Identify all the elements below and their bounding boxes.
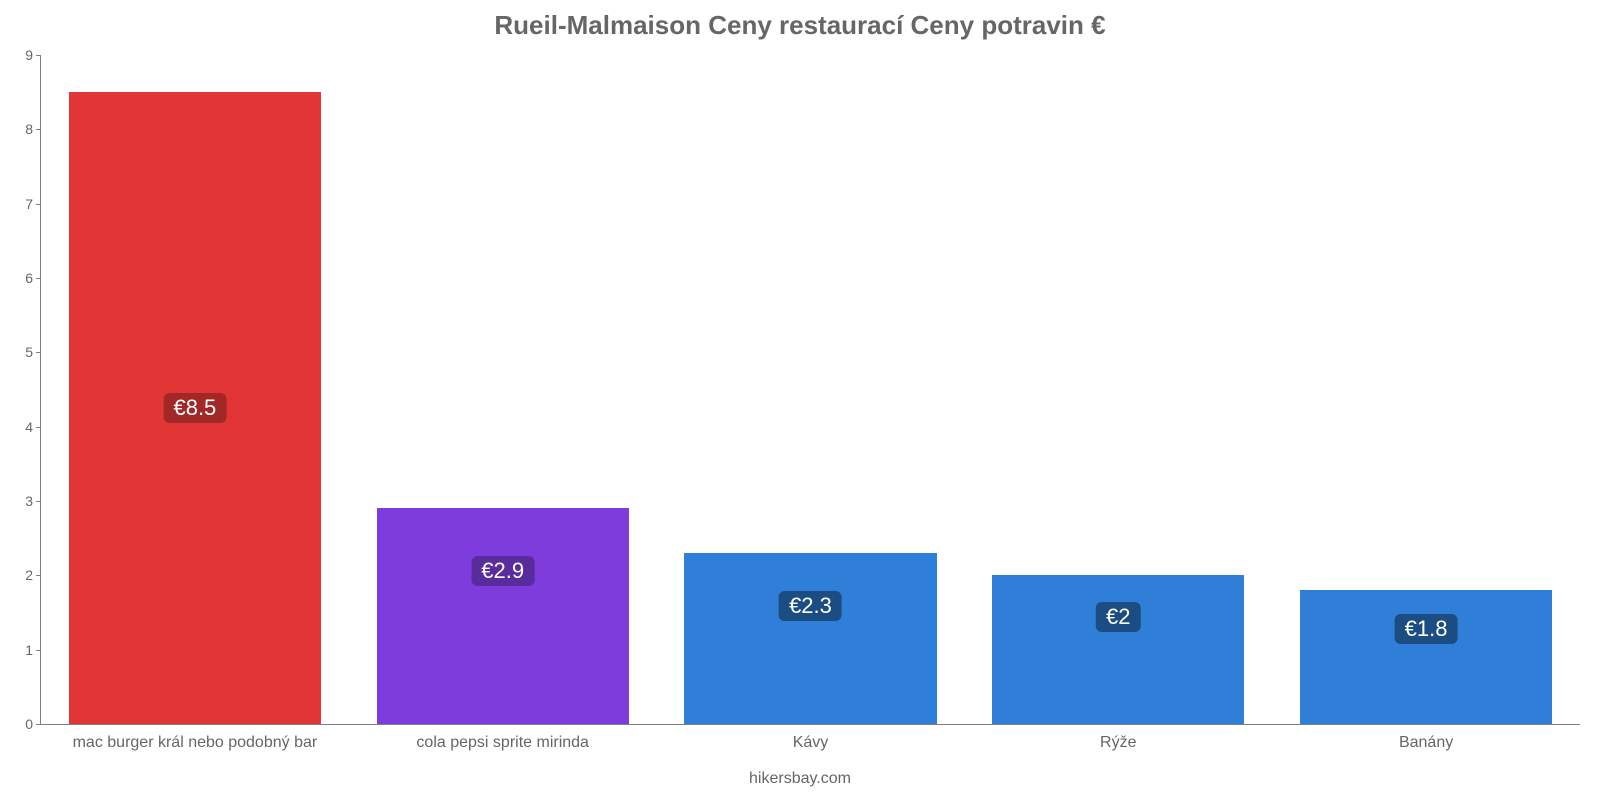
bar: €1.8 <box>1300 590 1552 724</box>
plot-area: €8.5mac burger král nebo podobný bar€2.9… <box>40 55 1580 725</box>
bar: €2 <box>992 575 1244 724</box>
bar: €8.5 <box>69 92 321 724</box>
bar-slot: €8.5mac burger král nebo podobný bar <box>41 55 349 724</box>
x-axis-label: mac burger král nebo podobný bar <box>73 734 318 752</box>
y-tick: 4 <box>25 420 33 434</box>
y-tick: 6 <box>25 271 33 285</box>
bar-value-label: €2 <box>1096 602 1140 632</box>
bar: €2.9 <box>377 508 629 724</box>
y-tick: 0 <box>25 717 33 731</box>
bar-slot: €1.8Banány <box>1272 55 1580 724</box>
bar-slot: €2.3Kávy <box>657 55 965 724</box>
x-axis-label: cola pepsi sprite mirinda <box>416 734 589 752</box>
bar-value-label: €1.8 <box>1395 614 1458 644</box>
y-tick: 5 <box>25 345 33 359</box>
bar: €2.3 <box>684 553 936 724</box>
x-axis-label: Kávy <box>793 734 829 752</box>
bar-slot: €2.9cola pepsi sprite mirinda <box>349 55 657 724</box>
y-tick: 3 <box>25 494 33 508</box>
x-axis-label: Banány <box>1399 734 1453 752</box>
y-tick: 1 <box>25 643 33 657</box>
y-tick: 8 <box>25 122 33 136</box>
bar-slot: €2Rýže <box>964 55 1272 724</box>
chart-title: Rueil-Malmaison Ceny restaurací Ceny pot… <box>0 10 1600 41</box>
x-axis-label: Rýže <box>1100 734 1136 752</box>
bar-value-label: €2.3 <box>779 591 842 621</box>
y-tick: 7 <box>25 197 33 211</box>
chart-footer: hikersbay.com <box>0 770 1600 788</box>
price-bar-chart: Rueil-Malmaison Ceny restaurací Ceny pot… <box>0 0 1600 800</box>
y-tick: 2 <box>25 568 33 582</box>
y-tick: 9 <box>25 48 33 62</box>
bars-container: €8.5mac burger král nebo podobný bar€2.9… <box>41 55 1580 724</box>
bar-value-label: €2.9 <box>471 556 534 586</box>
bar-value-label: €8.5 <box>163 393 226 423</box>
